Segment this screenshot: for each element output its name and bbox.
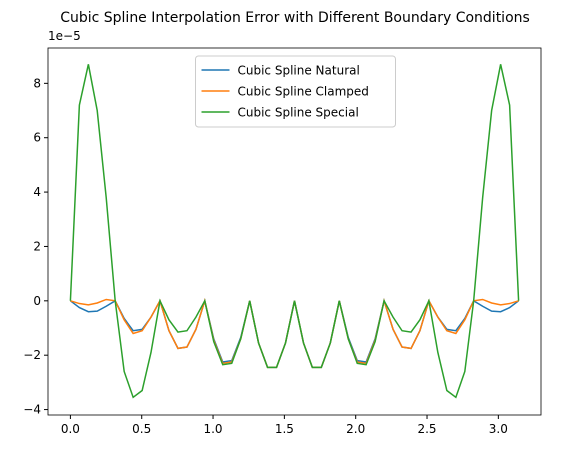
legend-label: Cubic Spline Special [238, 106, 359, 120]
series-line [70, 297, 519, 369]
legend-box [195, 55, 396, 128]
x-tick-label: 2.0 [346, 422, 365, 436]
y-tick-label: 4 [33, 185, 41, 199]
series-line [69, 297, 520, 369]
x-tick-label: 3.0 [489, 422, 508, 436]
x-tick-label: 1.5 [275, 422, 294, 436]
x-tick-label: 1.0 [203, 422, 222, 436]
y-tick-label: −4 [23, 403, 41, 417]
x-tick-label: 0.0 [61, 422, 80, 436]
legend-label: Cubic Spline Natural [238, 64, 360, 78]
y-offset-label: 1e−5 [48, 29, 81, 43]
x-tick-label: 2.5 [417, 422, 436, 436]
y-tick-label: 6 [33, 131, 41, 145]
y-tick-label: 0 [33, 294, 41, 308]
plot-frame [47, 47, 542, 416]
series-line [69, 64, 520, 399]
y-tick-label: 2 [33, 239, 41, 253]
chart-title: Cubic Spline Interpolation Error with Di… [60, 10, 530, 26]
legend-label: Cubic Spline Clamped [238, 85, 369, 99]
y-tick-label: −2 [23, 348, 41, 362]
x-tick-label: 0.5 [132, 422, 151, 436]
y-tick-label: 8 [33, 76, 41, 90]
